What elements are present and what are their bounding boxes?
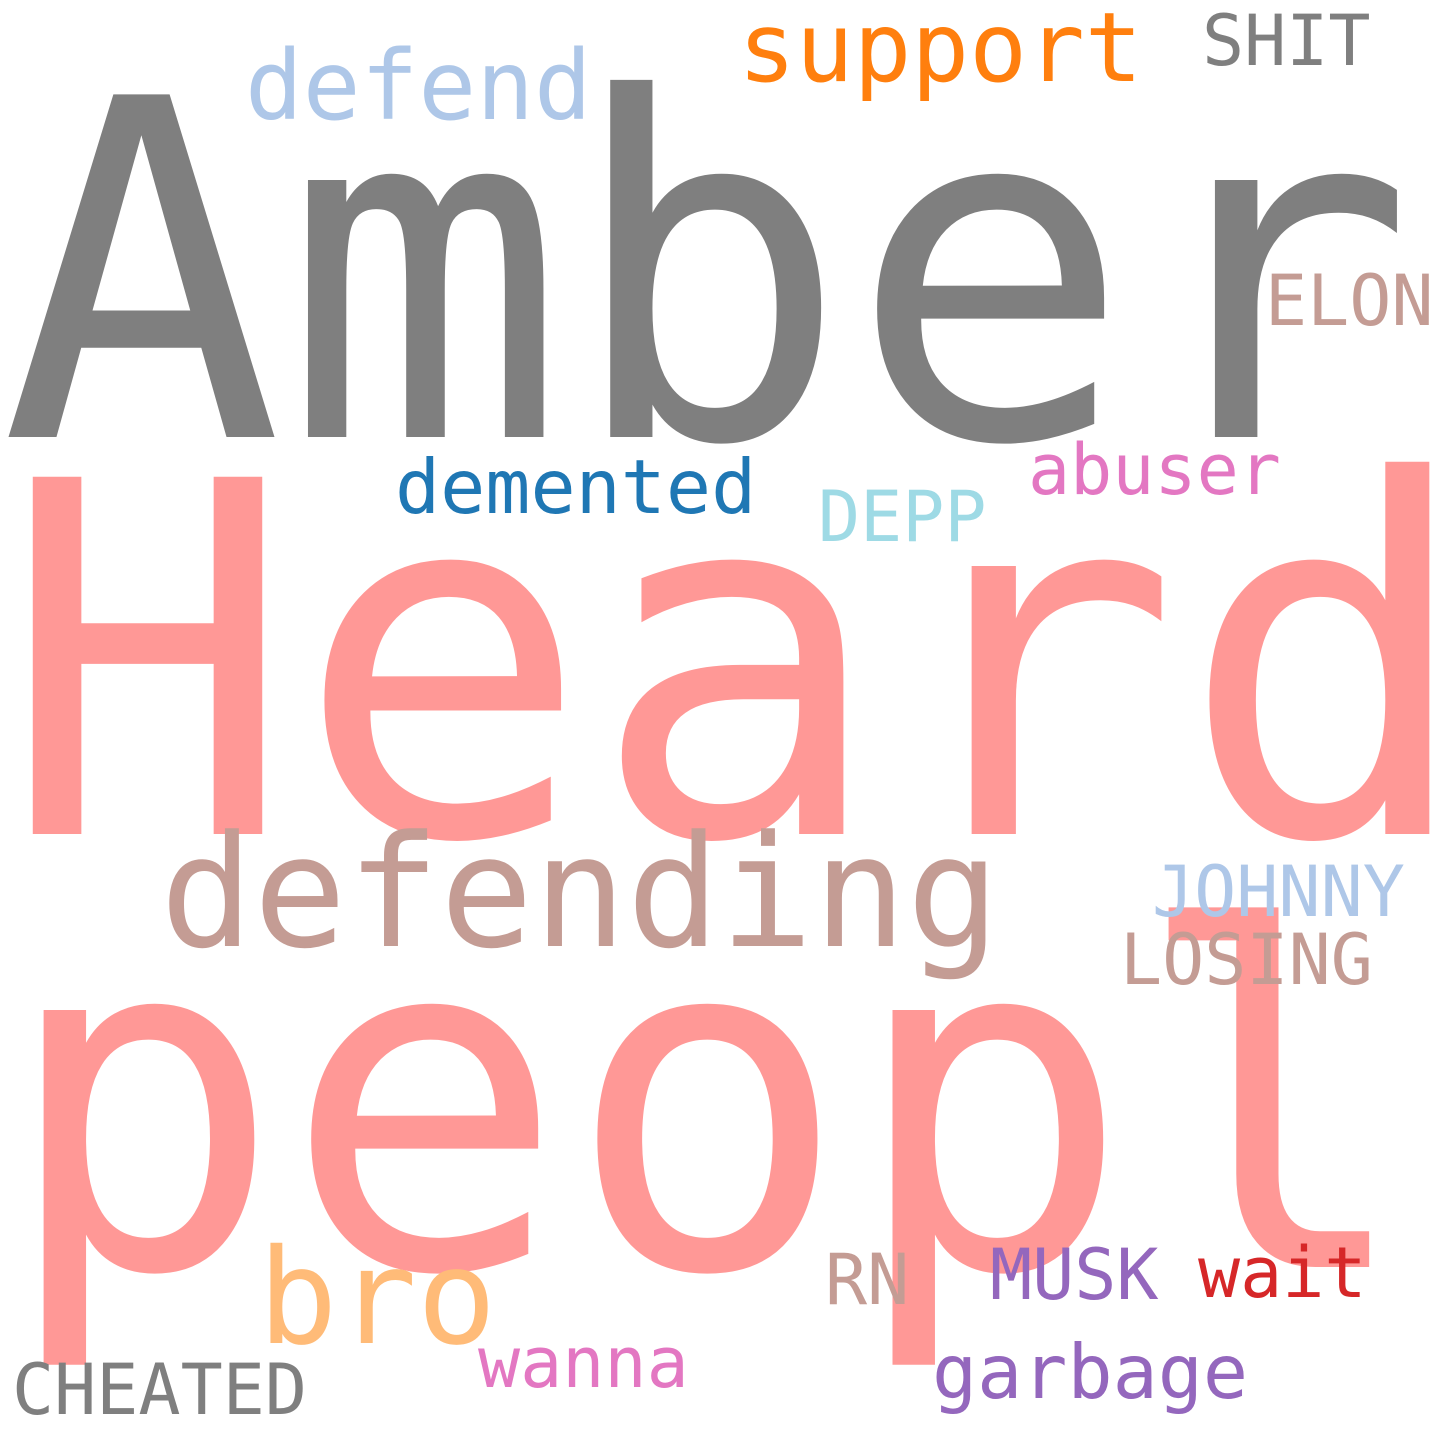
word-support: support [738,0,1143,104]
word-losing: LOSING [1120,919,1373,1001]
word-depp: DEPP [818,476,987,558]
word-elon: ELON [1265,260,1434,342]
word-garbage: garbage [932,1328,1249,1416]
word-shit: SHIT [1202,0,1371,82]
word-wait: wait [1198,1232,1367,1314]
word-demented: demented [395,443,757,531]
word-johnny: JOHNNY [1152,851,1405,933]
word-rn: RN [825,1239,910,1321]
word-cheated: CHEATED [12,1349,308,1431]
word-bro: bro [258,1221,497,1375]
word-wanna: wanna [478,1322,689,1404]
word-people: people [0,831,1440,1378]
word-defending: defending [160,802,1000,983]
word-musk: MUSK [990,1234,1159,1316]
word-defend: defend [245,30,592,142]
word-amber: Amber [0,1,1415,548]
word-heard: Heard [0,379,1440,950]
word-abuser: abuser [1028,429,1281,511]
